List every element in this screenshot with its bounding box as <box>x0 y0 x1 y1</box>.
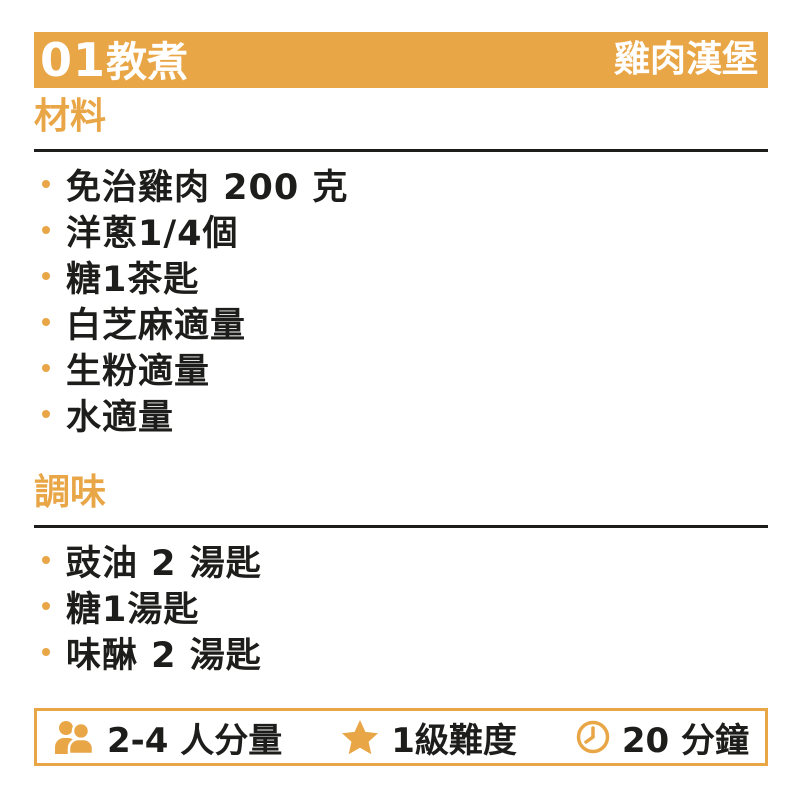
star-icon <box>341 719 379 755</box>
time-label: 20 分鐘 <box>621 720 749 761</box>
difficulty-label: 1級難度 <box>391 720 517 761</box>
servings-label: 2-4 人分量 <box>107 720 283 761</box>
bullet-icon <box>42 602 50 610</box>
recipe-title: 雞肉漢堡 <box>613 39 758 80</box>
header-bar: 01 教煮 雞肉漢堡 <box>34 32 768 88</box>
brand-title: 教煮 <box>106 38 189 86</box>
difficulty-info: 1級難度 <box>341 713 517 762</box>
seasoning-text: 豉油 2 湯匙 <box>66 543 262 584</box>
bullet-icon <box>42 410 50 418</box>
bullet-icon <box>42 272 50 280</box>
ingredient-list: 免治雞肉 200 克 洋蔥1/4個 糖1茶匙 白芝麻適量 生粉適量 水適量 <box>34 161 768 438</box>
clock-icon <box>576 720 610 754</box>
bullet-icon <box>42 318 50 326</box>
list-item: 糖1茶匙 <box>34 253 768 300</box>
section-title-ingredients: 材料 <box>34 97 768 152</box>
list-item: 白芝麻適量 <box>34 299 768 346</box>
lesson-number: 01 <box>40 33 107 87</box>
list-item: 豉油 2 湯匙 <box>34 537 768 584</box>
ingredient-text: 生粉適量 <box>66 351 211 392</box>
bullet-icon <box>42 180 50 188</box>
ingredient-text: 白芝麻適量 <box>66 305 247 346</box>
list-item: 味醂 2 湯匙 <box>34 629 768 676</box>
bullet-icon <box>42 364 50 372</box>
people-icon <box>53 720 95 754</box>
seasoning-text: 味醂 2 湯匙 <box>66 635 262 676</box>
ingredient-text: 洋蔥1/4個 <box>66 213 239 254</box>
section-title-seasoning: 調味 <box>34 473 768 528</box>
list-item: 糖1湯匙 <box>34 583 768 630</box>
bullet-icon <box>42 556 50 564</box>
bullet-icon <box>42 226 50 234</box>
ingredient-text: 免治雞肉 200 克 <box>66 167 349 208</box>
seasoning-list: 豉油 2 湯匙 糖1湯匙 味醂 2 湯匙 <box>34 537 768 676</box>
list-item: 免治雞肉 200 克 <box>34 161 768 208</box>
servings-info: 2-4 人分量 <box>53 713 282 762</box>
bullet-icon <box>42 648 50 656</box>
list-item: 生粉適量 <box>34 345 768 392</box>
ingredient-text: 糖1茶匙 <box>66 259 200 300</box>
brand-block: 01 教煮 <box>40 37 188 83</box>
list-item: 洋蔥1/4個 <box>34 207 768 254</box>
list-item: 水適量 <box>34 391 768 438</box>
seasoning-text: 糖1湯匙 <box>66 589 200 630</box>
info-bar: 2-4 人分量 1級難度 20 分鐘 <box>34 708 768 766</box>
time-info: 20 分鐘 <box>576 713 749 762</box>
ingredient-text: 水適量 <box>66 397 175 438</box>
